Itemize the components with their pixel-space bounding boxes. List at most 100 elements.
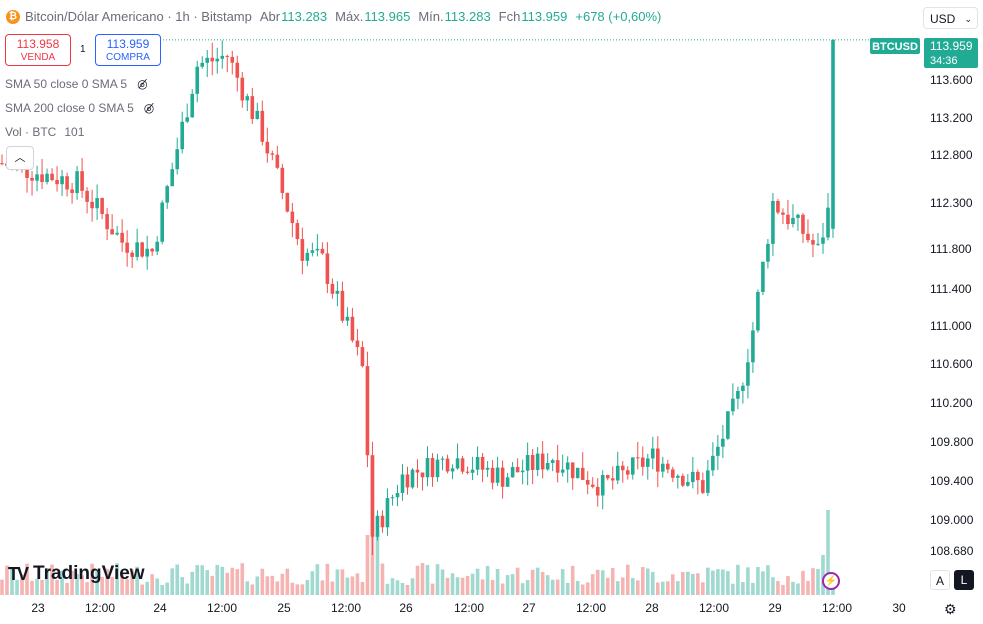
candle-body — [60, 176, 64, 185]
candle-body — [701, 480, 705, 493]
candle-body — [215, 58, 220, 62]
candle-body — [425, 457, 430, 478]
volume-bar — [716, 569, 720, 595]
candle-body — [530, 455, 535, 470]
candle-body — [25, 164, 29, 178]
volume-bar — [645, 568, 650, 595]
candle-body — [540, 453, 545, 470]
volume-bar — [515, 567, 520, 595]
sell-button[interactable]: 113.958 VENDA — [5, 34, 71, 66]
volume-bar — [420, 563, 425, 595]
volume-bar — [265, 576, 270, 595]
chevron-up-icon: ︿ — [14, 152, 26, 164]
candle-body — [505, 477, 510, 487]
currency-label: USD — [930, 12, 956, 26]
volume-bar — [60, 570, 64, 595]
price-tick-label: 109.400 — [930, 474, 974, 488]
volume-bar — [655, 582, 660, 595]
volume-bar — [565, 582, 570, 595]
candle-body — [791, 217, 795, 224]
candle-body — [410, 469, 415, 488]
price-axis[interactable]: 113.600 113.200 112.800 112.300 111.800 111.4… — [930, 73, 974, 558]
volume-bar — [380, 563, 385, 595]
volume-bar — [305, 579, 310, 595]
volume-bar — [666, 581, 670, 595]
candle-body — [245, 96, 250, 101]
volume-bar — [470, 573, 475, 595]
volume-bar — [125, 579, 129, 595]
lightning-icon[interactable]: ⚡ — [822, 572, 840, 590]
candle-body — [666, 463, 670, 470]
candle-body — [65, 176, 69, 190]
candle-body — [295, 223, 300, 240]
volume-bar — [280, 573, 285, 595]
volume-bar — [215, 564, 220, 595]
symbol-title[interactable]: Bitcoin/Dólar Americano · 1h · Bitstamp — [25, 9, 252, 24]
volume-bar — [250, 584, 255, 595]
volume-bar — [600, 570, 605, 595]
indicator-sma50[interactable]: SMA 50 close 0 SMA 5 ◎̸ — [5, 77, 148, 91]
candle-body — [115, 232, 119, 235]
open-value: 113.283 — [281, 9, 328, 24]
candle-body — [570, 462, 575, 479]
volume-bar — [510, 574, 515, 595]
price-tick-label: 111.000 — [930, 319, 972, 333]
candle-body — [731, 398, 735, 412]
currency-select[interactable]: USD ⌄ — [923, 7, 978, 29]
eye-off-icon[interactable]: ◎̸ — [137, 77, 148, 91]
candle-body — [826, 207, 830, 238]
candle-body — [300, 239, 305, 261]
candle-body — [831, 39, 835, 229]
bitcoin-icon: ₿ — [6, 9, 20, 24]
volume-bar — [550, 579, 555, 595]
candle-body — [610, 478, 615, 481]
auto-scale-button[interactable]: A — [930, 570, 950, 590]
candle-body — [225, 55, 230, 57]
candle-body — [485, 467, 490, 470]
candle-body — [766, 243, 770, 262]
indicator-volume[interactable]: Vol · BTC 101 — [5, 125, 84, 139]
candle-body — [455, 458, 460, 469]
volume-bar — [110, 577, 114, 595]
spread-value: 1 — [80, 44, 86, 55]
eye-off-icon[interactable]: ◎̸ — [143, 101, 155, 115]
candle-body — [235, 62, 240, 78]
indicator-sma200[interactable]: SMA 200 close 0 SMA 5 ◎̸ — [5, 101, 154, 115]
candle-body — [630, 457, 635, 475]
time-tick-label: 30 — [892, 601, 906, 615]
collapse-legend-button[interactable]: ︿ — [6, 146, 34, 170]
candle-body — [250, 96, 255, 120]
symbol-header[interactable]: ₿ Bitcoin/Dólar Americano · 1h · Bitstam… — [6, 9, 661, 24]
buy-button[interactable]: 113.959 COMPRA — [95, 34, 161, 66]
candle-body — [160, 202, 164, 242]
time-axis[interactable]: 23 12:00 24 12:00 25 12:00 26 12:00 27 12:00 28 12:… — [31, 601, 906, 615]
candle-body — [726, 411, 730, 439]
volume-bar — [220, 566, 225, 595]
candle-body — [195, 66, 200, 94]
time-tick-label: 29 — [768, 601, 782, 615]
volume-bar — [10, 567, 14, 595]
volume-bar — [786, 576, 790, 595]
candle-body — [370, 455, 375, 537]
candle-body — [290, 211, 295, 224]
volume-bar — [165, 582, 169, 595]
volume-bar — [465, 575, 470, 595]
volume-bar — [70, 570, 74, 595]
candle-body — [565, 462, 570, 470]
candle-body — [721, 438, 725, 447]
candle-body — [260, 110, 265, 142]
candle-body — [375, 515, 380, 537]
close-label: Fch — [498, 9, 521, 24]
tradingview-logo[interactable]: TV TradingView — [8, 563, 145, 585]
volume-bar — [736, 564, 740, 595]
candle-body — [430, 457, 435, 478]
candle-body — [696, 471, 700, 481]
volume-bar — [245, 581, 250, 595]
log-scale-button[interactable]: L — [954, 570, 974, 590]
candle-body — [390, 497, 395, 499]
candle-body — [365, 366, 370, 456]
volume-bar — [555, 579, 560, 595]
settings-icon[interactable]: ⚙ — [944, 601, 957, 617]
volume-bar — [530, 569, 535, 595]
